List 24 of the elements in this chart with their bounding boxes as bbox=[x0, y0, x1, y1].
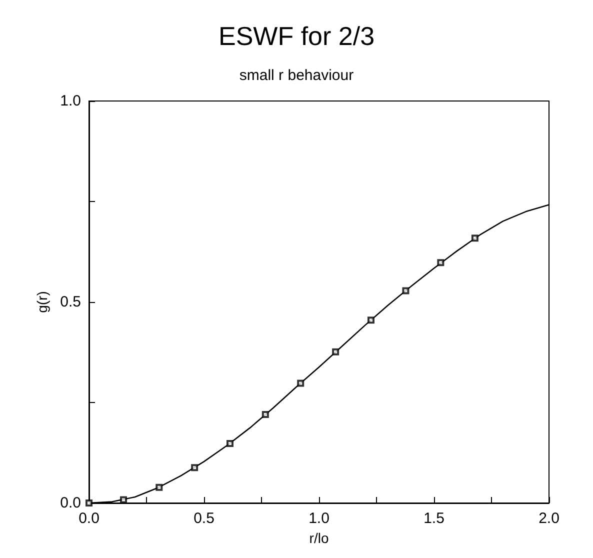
point bbox=[332, 348, 340, 356]
x-tick-label: 2.0 bbox=[538, 510, 560, 527]
x-tick-label: 1.5 bbox=[424, 510, 444, 527]
point bbox=[226, 440, 234, 448]
y-axis-title: g(r) bbox=[34, 291, 50, 313]
chart-title: ESWF for 2/3 bbox=[218, 21, 375, 51]
chart-subtitle: small r behaviour bbox=[239, 67, 354, 84]
point bbox=[191, 464, 198, 472]
point bbox=[437, 259, 444, 266]
point bbox=[262, 411, 269, 418]
y-tick-label: 1.0 bbox=[60, 92, 81, 110]
point bbox=[367, 316, 374, 324]
x-tick-label: 1.0 bbox=[308, 510, 330, 527]
point bbox=[402, 287, 410, 294]
y-tick-label: 0.0 bbox=[60, 494, 81, 512]
x-tick-label: 0.0 bbox=[78, 510, 100, 527]
x-tick-label: 0.5 bbox=[194, 510, 214, 527]
point bbox=[297, 380, 304, 387]
point bbox=[471, 234, 478, 242]
point bbox=[156, 484, 163, 491]
x-axis-title: r/lo bbox=[309, 530, 329, 546]
y-tick-label: 0.5 bbox=[60, 294, 81, 310]
point bbox=[120, 496, 127, 504]
point bbox=[86, 500, 92, 506]
